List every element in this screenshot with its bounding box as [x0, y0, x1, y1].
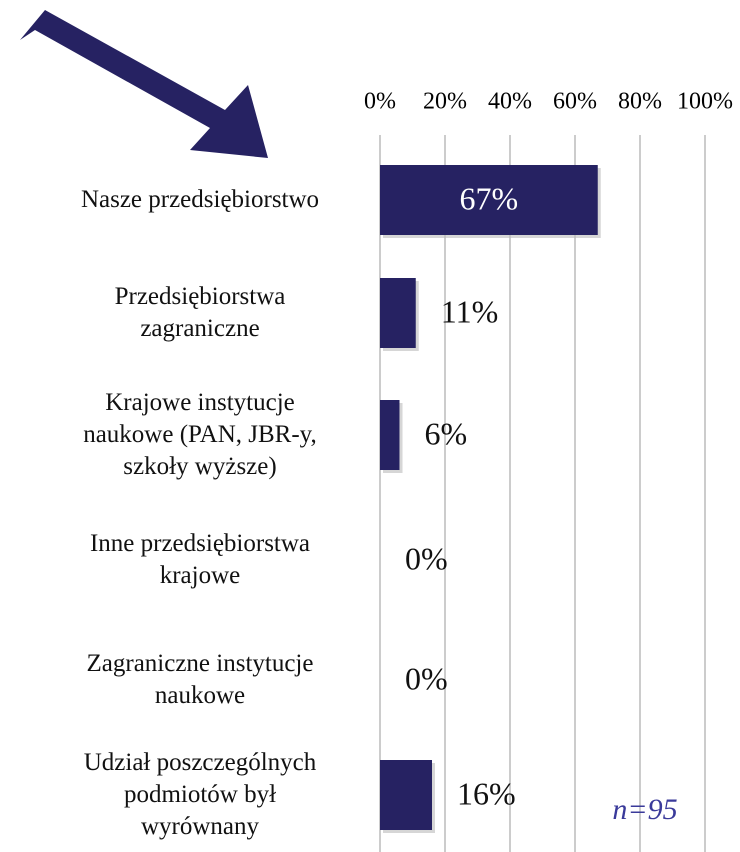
x-tick-label: 0%: [364, 89, 396, 115]
x-tick-label: 60%: [553, 89, 597, 115]
category-label: Krajowe instytucje naukowe (PAN, JBR-y, …: [83, 389, 317, 480]
x-tick-label: 100%: [677, 89, 733, 115]
bar: [380, 760, 432, 830]
category-label: Przedsiębiorstwa zagraniczne: [114, 283, 286, 342]
x-tick-label: 20%: [423, 89, 467, 115]
category-label: Zagraniczne instytucje naukowe: [86, 650, 314, 709]
value-label: 6%: [425, 415, 468, 451]
x-tick-label: 40%: [488, 89, 532, 115]
value-label: 16%: [457, 775, 516, 811]
value-label: 67%: [460, 180, 519, 216]
annotation: n=95: [612, 793, 677, 826]
value-label: 0%: [405, 660, 448, 696]
arrow: [20, 10, 268, 158]
bar: [380, 165, 598, 235]
category-label: Nasze przedsiębiorstwo: [80, 186, 320, 213]
bar: [380, 278, 416, 348]
category-label: Udział poszczególnych podmiotów był wyró…: [83, 749, 317, 840]
bar: [380, 400, 400, 470]
value-label: 11%: [441, 293, 498, 329]
category-label: Inne przedsiębiorstwa krajowe: [89, 530, 311, 589]
value-label: 0%: [405, 540, 448, 576]
x-tick-label: 80%: [618, 89, 662, 115]
